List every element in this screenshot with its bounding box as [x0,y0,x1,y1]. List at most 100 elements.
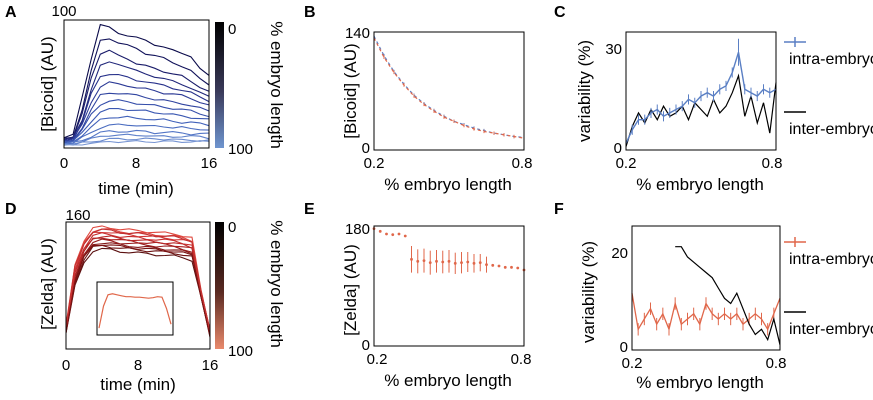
e-data-point [422,259,426,263]
d-series-line [65,247,211,336]
panel-b: B 140 0 0.2 0.8 % embryo length [Bicoid]… [304,4,532,194]
f-inter-line [675,246,781,345]
e-xlabel: % embryo length [384,371,512,390]
a-series-line [63,81,210,144]
a-colorbar-label: % embryo length [267,21,286,149]
panel-c: C 30 0 0.2 0.8 % embryo length variabili… [554,4,873,194]
panel-label-c: C [554,4,566,21]
e-ylabel: [Zelda] (AU) [341,244,360,336]
b-xtick-1: 0.8 [512,155,533,172]
d-colorbar-top: 0 [228,219,236,236]
a-colorbar-top: 0 [228,21,236,38]
panel-label-b: B [304,4,316,21]
e-data-point [435,259,438,263]
e-data-point [497,264,501,268]
e-data-point [416,259,420,263]
b-axes-box [373,31,525,151]
e-data-point [466,260,470,264]
panel-e: E 180 0 0.2 0.8 % embryo length [Zelda] … [304,201,531,390]
e-data-point [453,261,457,265]
a-series-line [63,137,210,146]
c-ytick-top: 30 [605,41,622,58]
d-colorbar-label: % embryo length [267,220,286,348]
a-ytop-label: 100 [51,3,76,20]
panel-d: D 160 0 8 16 time (min) [Zelda] (AU) 0 1… [5,201,286,394]
d-colorbar [215,222,224,349]
d-series-line [65,244,211,338]
f-xtick-1: 0.8 [766,355,787,372]
d-inset-series [98,293,172,329]
e-xtick-0: 0.2 [367,351,388,368]
c-inter-line [625,73,777,147]
c-xlabel: % embryo length [636,175,764,194]
f-legend: intra-embryo inter-embryo [784,237,873,338]
c-axes-box [625,31,777,151]
d-series-line [65,244,211,336]
e-ytick-top: 180 [345,221,370,238]
b-xlabel: % embryo length [384,175,512,194]
a-axes-box [63,19,210,149]
e-data-point [397,232,401,236]
c-legend: intra-embryo inter-embryo [784,37,873,138]
a-series-line [63,23,210,139]
panel-label-f: F [554,201,564,218]
e-axes-box [373,225,525,347]
a-series-line [63,99,210,143]
d-ylabel: [Zelda] (AU) [38,238,57,330]
c-ylabel: variability (%) [575,40,594,142]
a-series-line [64,73,210,141]
f-xlabel: % embryo length [636,373,764,392]
a-series-line [63,108,210,144]
b-series-line [373,37,525,139]
a-xtick-2: 16 [201,155,218,172]
b-series-line [373,35,525,138]
a-series-line [63,61,210,141]
e-plot-points [372,227,526,275]
a-series-line [63,133,210,146]
f-plot-lines [631,246,781,345]
e-data-point [516,266,520,270]
panel-label-e: E [304,201,315,218]
d-xtick-2: 16 [202,357,219,374]
d-inset-line [98,293,172,329]
e-data-point [491,263,495,267]
d-colorbar-bottom: 100 [228,343,253,360]
a-series-line [63,140,210,146]
f-legend-intra: intra-embryo [789,251,873,268]
panel-label-d: D [5,201,17,218]
e-xtick-1: 0.8 [511,351,532,368]
d-xlabel: time (min) [100,375,176,394]
e-data-point [403,234,407,238]
e-data-point [485,263,488,267]
d-series-line [65,242,211,335]
d-series-line [65,235,211,333]
a-series-line [63,115,210,143]
b-ylabel: [Bicoid] (AU) [341,43,360,138]
c-legend-intra: intra-embryo [789,51,873,68]
e-data-point [441,260,445,264]
f-xtick-0: 0.2 [622,355,643,372]
e-data-point [428,261,432,265]
a-xlabel: time (min) [98,179,174,198]
d-ytop-label: 160 [65,207,90,224]
a-series-line [63,38,210,139]
c-xtick-0: 0.2 [616,155,637,172]
e-data-point [503,265,507,269]
d-plot-lines [65,225,211,338]
a-colorbar-bottom: 100 [228,141,253,158]
e-data-point [478,261,482,265]
e-data-point [510,265,513,269]
d-axes-box [65,221,211,350]
a-colorbar [215,22,224,148]
d-xtick-1: 8 [134,357,142,374]
a-ylabel: [Bicoid] (AU) [38,36,57,131]
e-data-point [391,233,395,237]
panel-f: F 20 0 0.2 0.8 % embryo length variabili… [554,201,873,392]
f-axes-box [631,225,781,351]
b-xtick-0: 0.2 [364,155,385,172]
e-data-point [472,261,476,265]
a-series-line [63,123,210,145]
panel-label-a: A [5,4,17,21]
e-ytick-bottom: 0 [362,337,370,354]
